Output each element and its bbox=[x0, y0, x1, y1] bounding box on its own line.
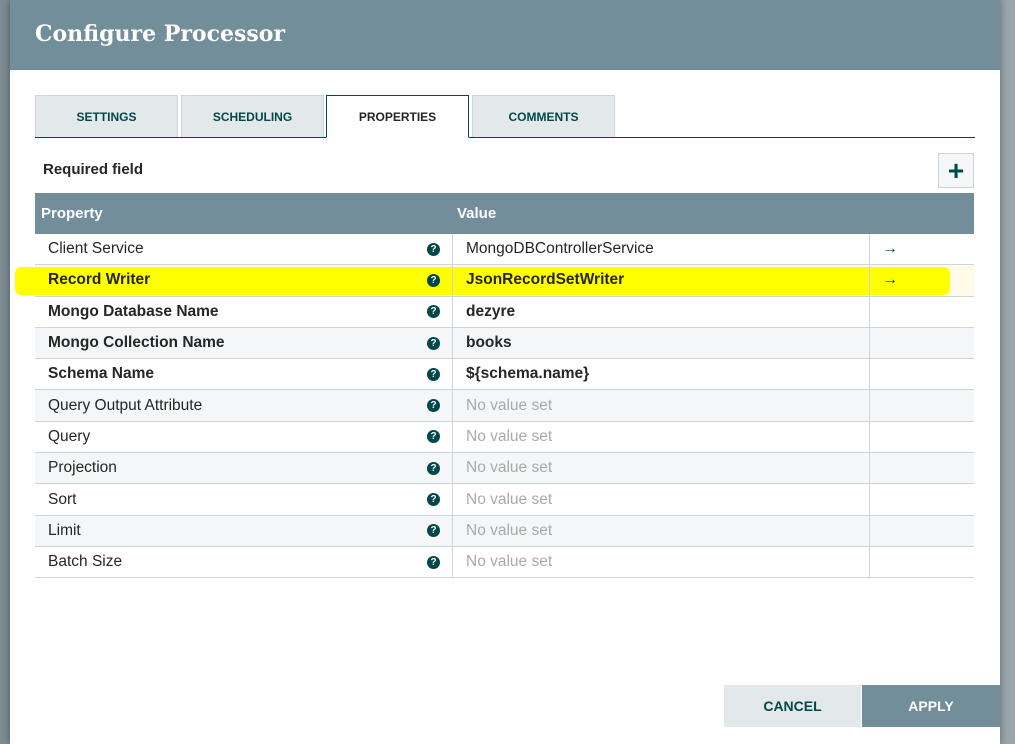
property-value: No value set bbox=[466, 521, 553, 539]
property-name-cell: Record Writer? bbox=[35, 265, 452, 295]
help-icon[interactable]: ? bbox=[427, 461, 440, 475]
go-to-cell bbox=[869, 359, 974, 390]
tab-scheduling[interactable]: SCHEDULING bbox=[181, 95, 324, 137]
property-name: Client Service bbox=[48, 240, 144, 258]
property-value-cell[interactable]: No value set bbox=[452, 421, 869, 453]
property-name-cell: Sort? bbox=[35, 484, 452, 514]
property-name-cell: Batch Size? bbox=[35, 547, 452, 577]
table-row[interactable]: Mongo Collection Name? books bbox=[35, 327, 974, 360]
property-name: Projection bbox=[48, 459, 117, 477]
tab-bar: SETTINGS SCHEDULING PROPERTIES COMMENTS bbox=[35, 95, 975, 138]
property-value: JsonRecordSetWriter bbox=[466, 271, 625, 289]
help-icon[interactable]: ? bbox=[427, 555, 440, 569]
property-name-cell: Limit? bbox=[35, 516, 452, 546]
table-row[interactable]: Projection? No value set bbox=[35, 453, 974, 485]
go-to-cell bbox=[869, 390, 974, 421]
property-value-cell[interactable]: No value set bbox=[452, 390, 869, 421]
tab-settings[interactable]: SETTINGS bbox=[35, 95, 178, 137]
property-name: Sort bbox=[48, 490, 77, 508]
property-value-cell[interactable]: MongoDBControllerService bbox=[452, 234, 869, 265]
property-value: No value set bbox=[466, 490, 553, 508]
property-value: No value set bbox=[466, 396, 553, 414]
go-to-cell: → bbox=[869, 234, 974, 265]
table-row[interactable]: Mongo Database Name? dezyre bbox=[35, 296, 974, 328]
column-header-property: Property bbox=[41, 205, 103, 222]
go-to-cell bbox=[869, 327, 974, 359]
table-row[interactable]: Limit? No value set bbox=[35, 515, 974, 547]
table-row[interactable]: Batch Size? No value set bbox=[35, 546, 974, 579]
help-icon[interactable]: ? bbox=[427, 430, 440, 444]
property-value-cell[interactable]: JsonRecordSetWriter bbox=[452, 265, 869, 296]
table-row[interactable]: Record Writer? JsonRecordSetWriter → bbox=[15, 265, 974, 297]
arrow-right-icon[interactable]: → bbox=[882, 271, 898, 289]
property-value-cell[interactable]: ${schema.name} bbox=[452, 359, 869, 390]
table-header: Property Value bbox=[35, 193, 974, 234]
property-name: Query bbox=[48, 427, 91, 445]
property-name: Mongo Database Name bbox=[48, 302, 219, 320]
property-name-cell: Schema Name? bbox=[35, 359, 452, 389]
properties-table: Property Value Client Service? MongoDBCon… bbox=[15, 193, 974, 579]
configure-processor-dialog: Configure Processor SETTINGS SCHEDULING … bbox=[10, 0, 1000, 744]
property-name: Limit bbox=[48, 521, 81, 539]
arrow-right-icon[interactable]: → bbox=[882, 240, 898, 258]
tab-comments[interactable]: COMMENTS bbox=[472, 95, 615, 137]
add-property-button[interactable]: + bbox=[938, 153, 974, 188]
go-to-cell bbox=[869, 484, 974, 515]
column-header-value: Value bbox=[457, 205, 497, 222]
help-icon[interactable]: ? bbox=[427, 399, 440, 413]
property-value-cell[interactable]: No value set bbox=[452, 515, 869, 546]
property-value: No value set bbox=[466, 427, 553, 445]
go-to-cell bbox=[869, 453, 974, 484]
property-name-cell: Mongo Collection Name? bbox=[35, 328, 452, 358]
table-row[interactable]: Query? No value set bbox=[35, 421, 974, 454]
help-icon[interactable]: ? bbox=[427, 367, 440, 381]
go-to-cell bbox=[869, 515, 974, 546]
help-icon[interactable]: ? bbox=[427, 524, 440, 538]
property-name-cell: Query? bbox=[35, 422, 452, 452]
highlight-marker bbox=[15, 267, 950, 296]
property-name: Batch Size bbox=[48, 553, 123, 571]
table-row[interactable]: Client Service? MongoDBControllerService → bbox=[35, 234, 974, 266]
cancel-button[interactable]: CANCEL bbox=[724, 685, 861, 727]
property-name-cell: Client Service? bbox=[35, 234, 452, 264]
property-value: No value set bbox=[466, 553, 553, 571]
property-value: MongoDBControllerService bbox=[466, 240, 654, 258]
table-row[interactable]: Sort? No value set bbox=[35, 484, 974, 516]
plus-icon: + bbox=[947, 154, 965, 186]
help-icon[interactable]: ? bbox=[427, 242, 440, 256]
go-to-cell: → bbox=[869, 265, 974, 296]
property-value-cell[interactable]: dezyre bbox=[452, 296, 869, 327]
help-icon[interactable]: ? bbox=[427, 336, 440, 350]
go-to-cell bbox=[869, 546, 974, 578]
help-icon[interactable]: ? bbox=[427, 493, 440, 507]
property-value: books bbox=[466, 334, 512, 352]
property-name: Schema Name bbox=[48, 365, 154, 383]
table-row[interactable]: Schema Name? ${schema.name} bbox=[35, 359, 974, 391]
property-value-cell[interactable]: No value set bbox=[452, 546, 869, 578]
apply-button[interactable]: APPLY bbox=[862, 685, 1000, 727]
property-name-cell: Mongo Database Name? bbox=[35, 297, 452, 327]
tab-properties[interactable]: PROPERTIES bbox=[326, 95, 469, 138]
property-name-cell: Projection? bbox=[35, 453, 452, 483]
property-value-cell[interactable]: No value set bbox=[452, 484, 869, 515]
property-value-cell[interactable]: books bbox=[452, 327, 869, 359]
go-to-cell bbox=[869, 421, 974, 453]
property-value: dezyre bbox=[466, 302, 516, 320]
go-to-cell bbox=[869, 296, 974, 327]
property-value-cell[interactable]: No value set bbox=[452, 453, 869, 484]
required-field-label: Required field bbox=[43, 161, 144, 178]
property-name: Record Writer bbox=[48, 271, 151, 289]
property-name: Query Output Attribute bbox=[48, 396, 203, 414]
help-icon[interactable]: ? bbox=[427, 273, 440, 287]
property-name-cell: Query Output Attribute? bbox=[35, 390, 452, 420]
dialog-title: Configure Processor bbox=[10, 0, 1000, 70]
property-name: Mongo Collection Name bbox=[48, 334, 225, 352]
help-icon[interactable]: ? bbox=[427, 305, 440, 319]
property-value: No value set bbox=[466, 459, 553, 477]
table-row[interactable]: Query Output Attribute? No value set bbox=[35, 390, 974, 422]
background-canvas bbox=[1000, 0, 1015, 744]
property-value: ${schema.name} bbox=[466, 365, 590, 383]
